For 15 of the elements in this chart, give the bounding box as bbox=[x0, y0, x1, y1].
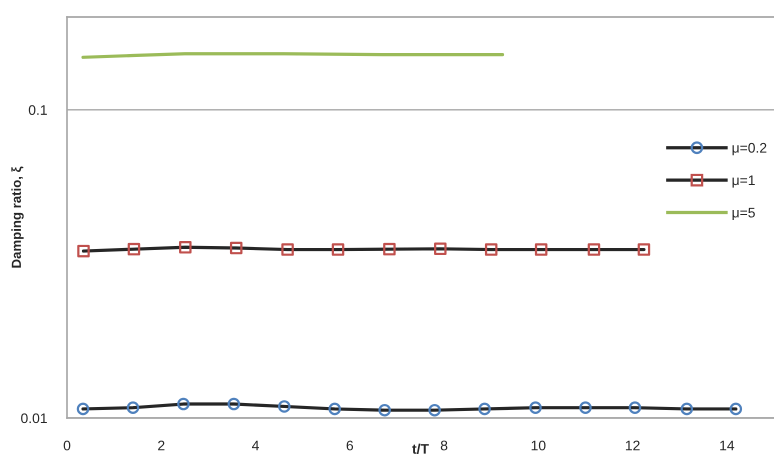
legend-label: μ=1 bbox=[732, 175, 755, 188]
y-tick-label: 0.01 bbox=[21, 413, 47, 424]
x-tick-label: 0 bbox=[64, 440, 70, 450]
y-tick-label: 0.1 bbox=[28, 105, 47, 115]
y-axis-title: Damping ratio, ξ bbox=[11, 166, 24, 268]
x-tick-label: 2 bbox=[158, 440, 164, 450]
legend-label: μ=0.2 bbox=[732, 142, 766, 156]
x-tick-label: 6 bbox=[346, 440, 354, 450]
x-tick-label: 8 bbox=[440, 440, 448, 450]
x-tick-label: 4 bbox=[252, 440, 259, 450]
x-tick-label: 12 bbox=[626, 440, 640, 450]
legend-label: μ=5 bbox=[732, 208, 755, 220]
x-axis-title: t/T bbox=[412, 444, 429, 454]
x-tick-label: 10 bbox=[532, 440, 546, 450]
x-tick-label: 14 bbox=[720, 440, 734, 450]
